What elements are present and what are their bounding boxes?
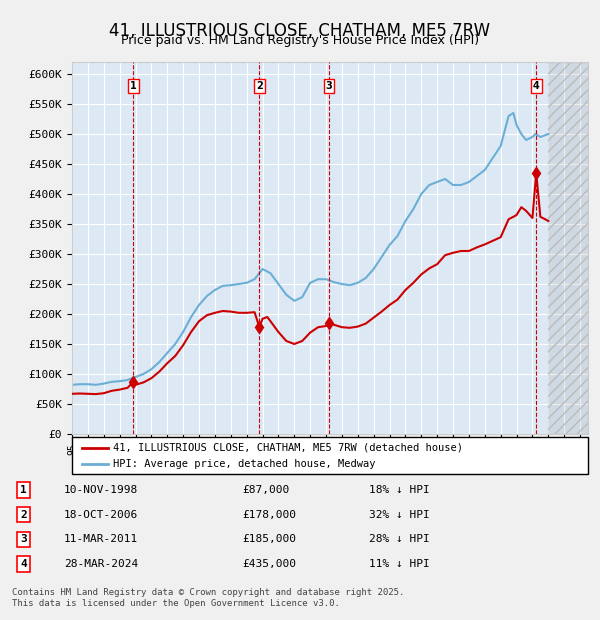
- Text: 41, ILLUSTRIOUS CLOSE, CHATHAM, ME5 7RW: 41, ILLUSTRIOUS CLOSE, CHATHAM, ME5 7RW: [109, 22, 491, 40]
- Text: Contains HM Land Registry data © Crown copyright and database right 2025.
This d: Contains HM Land Registry data © Crown c…: [12, 588, 404, 608]
- Text: 41, ILLUSTRIOUS CLOSE, CHATHAM, ME5 7RW (detached house): 41, ILLUSTRIOUS CLOSE, CHATHAM, ME5 7RW …: [113, 443, 463, 453]
- FancyBboxPatch shape: [72, 437, 588, 474]
- Text: 3: 3: [326, 81, 332, 91]
- Text: 4: 4: [20, 559, 27, 569]
- Text: 1: 1: [20, 485, 27, 495]
- Text: Price paid vs. HM Land Registry's House Price Index (HPI): Price paid vs. HM Land Registry's House …: [121, 34, 479, 47]
- Bar: [548, 62, 588, 434]
- Text: 4: 4: [533, 81, 539, 91]
- Text: 11% ↓ HPI: 11% ↓ HPI: [369, 559, 430, 569]
- Text: £87,000: £87,000: [242, 485, 290, 495]
- Text: 2: 2: [256, 81, 263, 91]
- Text: 2: 2: [20, 510, 27, 520]
- Text: £185,000: £185,000: [242, 534, 296, 544]
- Text: 1: 1: [130, 81, 137, 91]
- Text: 28-MAR-2024: 28-MAR-2024: [64, 559, 138, 569]
- Text: 3: 3: [20, 534, 27, 544]
- Text: HPI: Average price, detached house, Medway: HPI: Average price, detached house, Medw…: [113, 459, 376, 469]
- Text: 10-NOV-1998: 10-NOV-1998: [64, 485, 138, 495]
- Text: 11-MAR-2011: 11-MAR-2011: [64, 534, 138, 544]
- Text: 18-OCT-2006: 18-OCT-2006: [64, 510, 138, 520]
- Text: 28% ↓ HPI: 28% ↓ HPI: [369, 534, 430, 544]
- Text: £178,000: £178,000: [242, 510, 296, 520]
- Text: £435,000: £435,000: [242, 559, 296, 569]
- Text: 18% ↓ HPI: 18% ↓ HPI: [369, 485, 430, 495]
- Text: 32% ↓ HPI: 32% ↓ HPI: [369, 510, 430, 520]
- Bar: [548, 62, 588, 434]
